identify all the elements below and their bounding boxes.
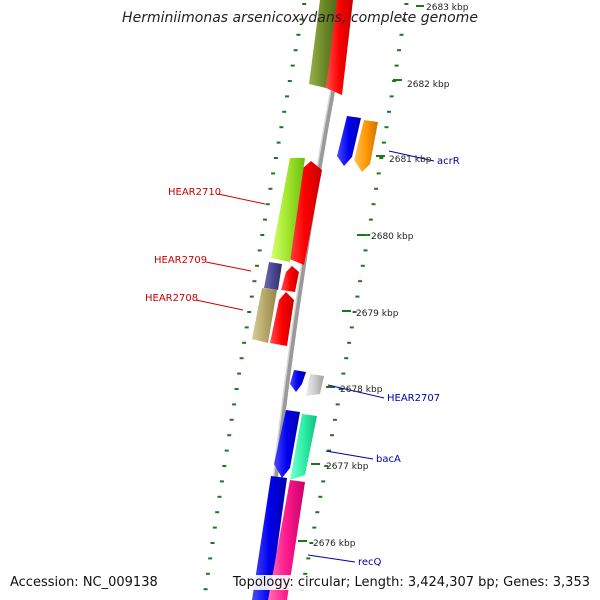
tick-label-2679: 2679 kbp: [356, 309, 399, 319]
label-leaders: [195, 150, 435, 563]
cds-acrR-blue[interactable]: [337, 116, 361, 166]
leader-hear2710: [217, 193, 266, 205]
tick-label-2680: 2680 kbp: [371, 232, 414, 242]
cds-bacA-blue[interactable]: [274, 410, 300, 478]
cds-hear2707-gray[interactable]: [306, 374, 324, 396]
accession-text: Accession: NC_009138: [8, 575, 160, 590]
cds-hear2708[interactable]: [270, 292, 294, 346]
topology-text: Topology: circular; Length: 3,424,307 bp…: [230, 575, 592, 590]
cds-recQ-pink[interactable]: [268, 480, 305, 600]
feature-indigo-hear2709[interactable]: [264, 262, 282, 290]
inner-tick-track: [203, 3, 307, 591]
leader-hear2708: [195, 299, 244, 311]
cds-hear2709[interactable]: [281, 266, 299, 292]
tick-label-2676: 2676 kbp: [313, 539, 356, 549]
tick-labels: 2683 kbp 2682 kbp 2681 kbp 2680 kbp 2679…: [313, 3, 469, 549]
leader-hear2709: [205, 261, 252, 272]
gene-label-bacA[interactable]: bacA: [376, 454, 401, 465]
tick-label-2677: 2677 kbp: [326, 462, 369, 472]
tick-label-2678: 2678 kbp: [340, 385, 383, 395]
gene-label-acrR[interactable]: acrR: [437, 156, 460, 167]
cds-hear2707-blue[interactable]: [290, 370, 306, 392]
tick-label-2682: 2682 kbp: [407, 80, 450, 90]
gene-label-recQ[interactable]: recQ: [358, 557, 382, 568]
map-title: Herminiimonas arsenicoxydans, complete g…: [122, 10, 478, 26]
leader-acrR: [388, 150, 435, 162]
gene-label-hear2709[interactable]: HEAR2709: [154, 255, 207, 266]
tick-label-2683: 2683 kbp: [426, 3, 469, 13]
cds-acrR-orange[interactable]: [354, 120, 378, 172]
forward-cds-track: [270, 0, 353, 346]
gene-label-hear2710[interactable]: HEAR2710: [168, 187, 221, 198]
feature-olive[interactable]: [309, 0, 337, 88]
gene-labels: HEAR2710 HEAR2709 HEAR2708 acrR HEAR2707…: [145, 156, 460, 568]
cds-hear2710[interactable]: [287, 161, 322, 265]
leader-recQ: [307, 554, 356, 563]
right-genes: [252, 116, 378, 600]
leader-hear2707: [327, 384, 385, 399]
gene-label-hear2708[interactable]: HEAR2708: [145, 293, 198, 304]
gene-label-hear2707[interactable]: HEAR2707: [387, 393, 440, 404]
feature-track: [252, 0, 337, 343]
leader-bacA: [325, 450, 374, 460]
cds-bacA-aqua[interactable]: [290, 414, 317, 480]
tick-label-2681: 2681 kbp: [389, 155, 432, 165]
feature-khaki-hear2708[interactable]: [252, 288, 277, 343]
feature-lime-hear2710[interactable]: [271, 158, 305, 262]
outer-tick-track: [300, 3, 409, 591]
cds-recQ-blue[interactable]: [252, 476, 287, 600]
major-ticks: [298, 5, 424, 542]
